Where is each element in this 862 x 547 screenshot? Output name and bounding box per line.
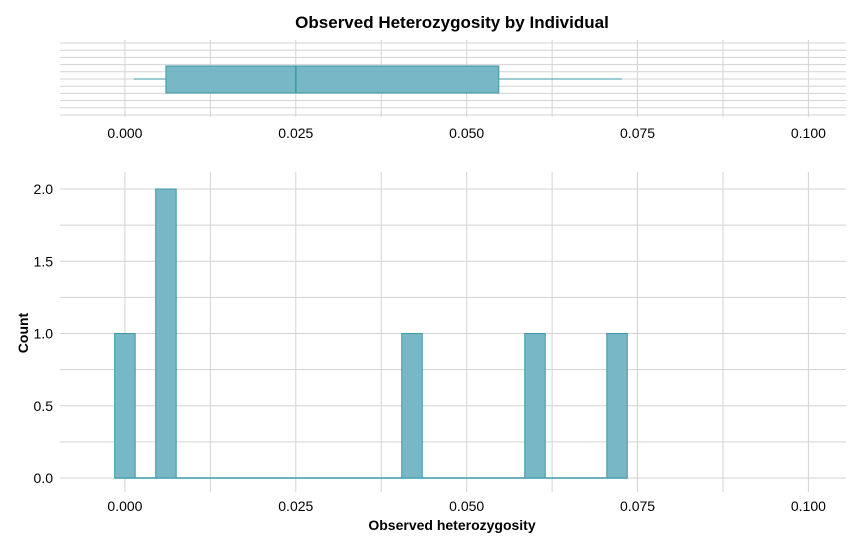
histogram-panel: 0.000 0.025 0.050 0.075 0.100 0.0 0.5 1.0 1.5 2.… <box>34 172 846 514</box>
boxplot-x-tick-labels: 0.000 0.025 0.050 0.075 0.100 <box>107 125 826 141</box>
histogram-x-tick-label: 0.100 <box>791 498 826 514</box>
histogram-y-tick-labels: 0.0 0.5 1.0 1.5 2.0 <box>34 181 54 486</box>
x-axis-title: Observed heterozygosity <box>368 517 535 533</box>
histogram-x-tick-label: 0.025 <box>278 498 313 514</box>
y-axis-title: Count <box>15 312 31 353</box>
histogram-gridlines <box>60 172 846 492</box>
boxplot-box <box>165 65 500 94</box>
histogram-y-tick-label: 1.0 <box>34 326 54 342</box>
boxplot-x-tick-label: 0.075 <box>620 125 655 141</box>
histogram-bar <box>524 333 546 479</box>
histogram-bar <box>114 333 136 479</box>
histogram-x-tick-labels: 0.000 0.025 0.050 0.075 0.100 <box>107 498 826 514</box>
boxplot-x-tick-label: 0.000 <box>107 125 142 141</box>
boxplot-marks <box>133 65 622 94</box>
boxplot-x-tick-label: 0.025 <box>278 125 313 141</box>
histogram-x-tick-label: 0.075 <box>620 498 655 514</box>
histogram-y-tick-label: 0.0 <box>34 470 54 486</box>
boxplot-panel: 0.000 0.025 0.050 0.075 0.100 <box>60 40 846 141</box>
histogram-y-tick-label: 1.5 <box>34 253 54 269</box>
histogram-bars <box>114 188 628 479</box>
boxplot-x-tick-label: 0.100 <box>791 125 826 141</box>
histogram-bar <box>606 333 628 479</box>
histogram-x-tick-label: 0.050 <box>449 498 484 514</box>
histogram-bar <box>155 188 177 479</box>
boxplot-x-tick-label: 0.050 <box>449 125 484 141</box>
histogram-y-tick-label: 0.5 <box>34 398 54 414</box>
histogram-y-tick-label: 2.0 <box>34 181 54 197</box>
histogram-x-tick-label: 0.000 <box>107 498 142 514</box>
chart-title: Observed Heterozygosity by Individual <box>295 13 609 32</box>
histogram-bar <box>401 333 423 479</box>
